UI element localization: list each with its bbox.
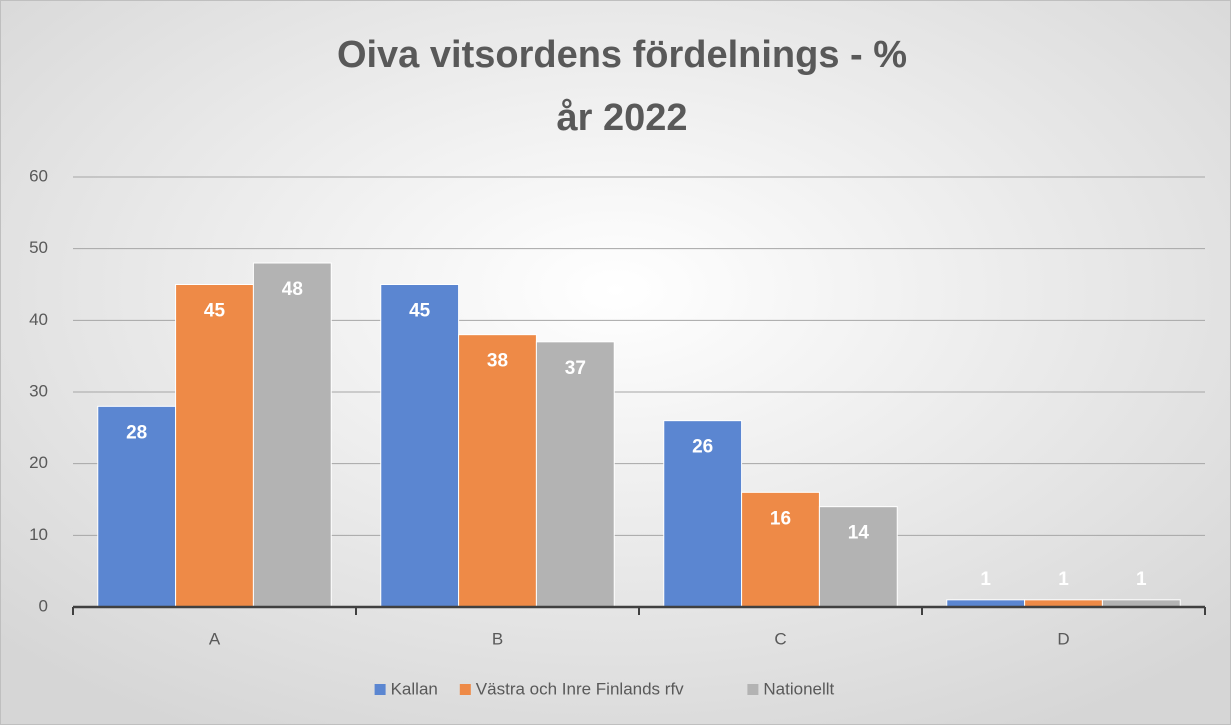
legend-swatch <box>747 684 759 695</box>
legend-swatch <box>374 684 386 695</box>
y-tick-label: 0 <box>39 596 48 615</box>
value-label: 45 <box>409 301 431 322</box>
bar <box>97 405 177 608</box>
legend-label: Västra och Inre Finlands rfv <box>476 679 684 698</box>
y-tick-label: 20 <box>29 453 48 472</box>
y-tick-label: 50 <box>29 238 48 257</box>
y-tick-label: 30 <box>29 381 48 400</box>
x-tick-label: A <box>209 629 221 648</box>
value-label: 26 <box>692 437 713 458</box>
bar <box>252 262 332 608</box>
value-label: 28 <box>126 422 147 443</box>
value-label: 14 <box>848 523 870 544</box>
value-label: 37 <box>565 358 586 379</box>
y-tick-label: 60 <box>29 166 48 185</box>
legend-label: Kallan <box>391 679 438 698</box>
value-label: 48 <box>282 279 303 300</box>
x-tick-label: C <box>774 629 786 648</box>
value-label: 45 <box>204 301 226 322</box>
legend-label: Nationellt <box>763 679 834 698</box>
bar <box>380 284 460 608</box>
chart-title: år 2022 <box>556 97 687 139</box>
value-label: 1 <box>980 569 991 590</box>
value-label: 16 <box>770 508 791 529</box>
bar <box>663 420 743 608</box>
y-tick-label: 40 <box>29 310 48 329</box>
bar <box>818 506 898 608</box>
x-tick-label: D <box>1057 629 1069 648</box>
legend-swatch <box>459 684 471 695</box>
value-label: 38 <box>487 351 508 372</box>
y-tick-label: 10 <box>29 525 48 544</box>
bar <box>535 341 615 608</box>
value-label: 1 <box>1058 569 1069 590</box>
bar <box>175 284 254 608</box>
bar <box>458 334 537 608</box>
value-label: 1 <box>1136 569 1147 590</box>
chart-title: Oiva vitsordens fördelnings - % <box>337 34 907 76</box>
bar <box>741 491 820 608</box>
x-tick-label: B <box>492 629 503 648</box>
